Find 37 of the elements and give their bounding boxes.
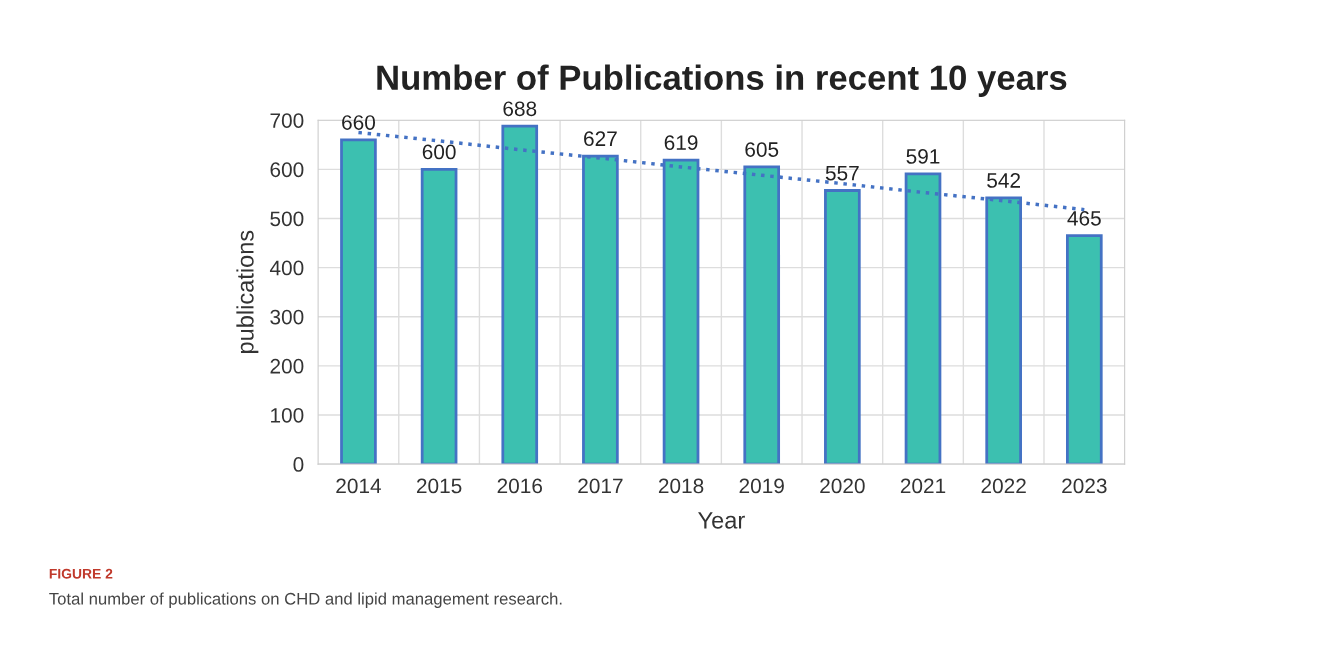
bar xyxy=(340,138,377,465)
text: Total number of publications on CHD and lipid management research. xyxy=(49,592,562,608)
y-axis-title: publications xyxy=(236,230,259,353)
bar xyxy=(1065,234,1103,465)
y-tick-label: 100 xyxy=(271,407,304,423)
bar xyxy=(420,167,458,465)
data-label: 557 xyxy=(825,165,859,181)
x-tick-label: 2022 xyxy=(981,478,1026,494)
data-label: 688 xyxy=(503,101,537,117)
data-label: 542 xyxy=(987,173,1020,188)
data-label: 600 xyxy=(422,144,456,160)
x-tick-label: 2019 xyxy=(739,478,784,494)
data-label: 627 xyxy=(584,131,617,147)
chart-title: Number of Publications in recent 10 years xyxy=(377,64,1067,97)
y-tick-label: 200 xyxy=(270,358,304,374)
data-label: 660 xyxy=(342,115,376,130)
x-tick-label: 2018 xyxy=(658,478,704,494)
x-tick-label: 2023 xyxy=(1062,478,1107,494)
x-tick-label: 2020 xyxy=(820,478,865,494)
x-tick-label: 2015 xyxy=(416,478,462,494)
y-tick-label: 300 xyxy=(270,309,304,325)
caption: FIGURE 2 xyxy=(49,568,113,579)
y-tick-label: 400 xyxy=(269,260,304,276)
x-tick-label: 2017 xyxy=(578,478,623,494)
x-tick-label: 2014 xyxy=(336,478,382,494)
data-label: 605 xyxy=(745,142,779,157)
x-axis-title: Year xyxy=(698,512,745,529)
y-tick-label: 500 xyxy=(270,211,304,227)
y-tick-label: 0 xyxy=(293,457,304,472)
x-tick-label: 2021 xyxy=(900,478,946,494)
x-tick-label: 2016 xyxy=(497,478,543,494)
y-tick-label: 700 xyxy=(270,113,304,128)
data-label: 465 xyxy=(1067,210,1101,226)
y-tick-label: 600 xyxy=(270,162,304,178)
bar xyxy=(824,189,861,465)
data-label: 591 xyxy=(906,149,940,164)
data-label: 619 xyxy=(664,135,698,151)
